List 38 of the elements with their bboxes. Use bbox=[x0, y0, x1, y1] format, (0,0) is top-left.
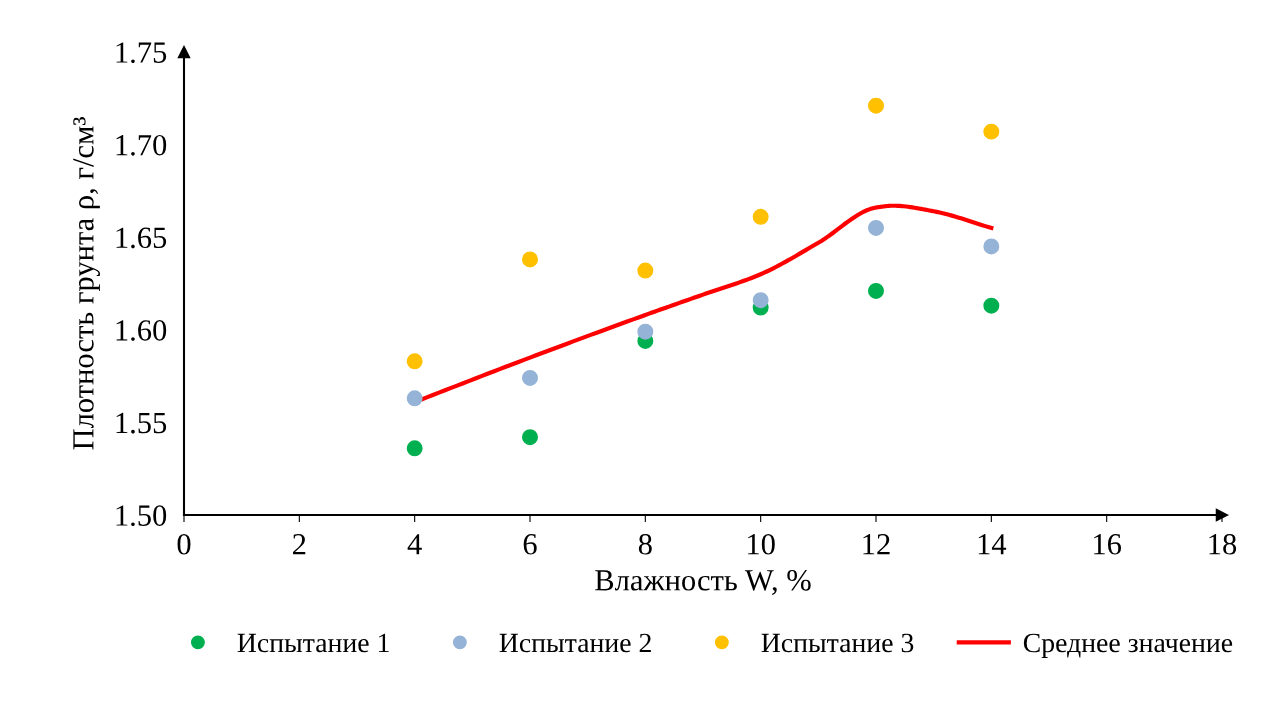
y-tick-label: 1.55 bbox=[116, 412, 167, 434]
x-tick-label: 18 bbox=[1209, 533, 1237, 555]
point bbox=[406, 390, 423, 407]
x-tick-label: 12 bbox=[863, 534, 890, 555]
point bbox=[406, 353, 423, 370]
y-tick-label: 1.70 bbox=[116, 134, 167, 156]
point bbox=[522, 369, 538, 386]
point bbox=[752, 292, 769, 309]
point bbox=[983, 297, 1000, 314]
x-tick-label: 6 bbox=[523, 534, 537, 555]
point bbox=[983, 238, 1000, 255]
point bbox=[983, 123, 1000, 140]
x-tick-label: 10 bbox=[748, 533, 775, 555]
point bbox=[868, 219, 884, 236]
legend-label: Среднее значение bbox=[1023, 633, 1233, 658]
legend-label: Испытание 3 bbox=[761, 633, 914, 653]
x-tick-label: 2 bbox=[293, 534, 306, 555]
point bbox=[752, 208, 769, 225]
point bbox=[522, 429, 538, 446]
x-tick-label: 16 bbox=[1094, 534, 1122, 555]
x-tick-label: 0 bbox=[177, 533, 191, 555]
point bbox=[406, 440, 423, 457]
y-tick-label: 1.60 bbox=[116, 320, 167, 341]
point bbox=[868, 97, 884, 114]
x-tick-label: 8 bbox=[638, 533, 652, 555]
point bbox=[637, 262, 654, 279]
legend-label: Испытание 2 bbox=[499, 633, 651, 653]
x-tick-label: 4 bbox=[407, 534, 422, 555]
y-tick-label: 1.50 bbox=[116, 505, 167, 527]
y-tick-label: 1.65 bbox=[116, 227, 167, 249]
y-tick-label: 1.75 bbox=[116, 42, 167, 64]
point bbox=[637, 323, 654, 340]
x-tick-label: 14 bbox=[978, 534, 1007, 555]
x-axis-title: Влажность W, % bbox=[595, 569, 811, 595]
point bbox=[868, 282, 884, 299]
point bbox=[522, 251, 538, 268]
legend-label: Испытание 1 bbox=[237, 633, 389, 653]
y-axis-title: Плотность грунта ρ, г/см³ bbox=[73, 117, 100, 450]
